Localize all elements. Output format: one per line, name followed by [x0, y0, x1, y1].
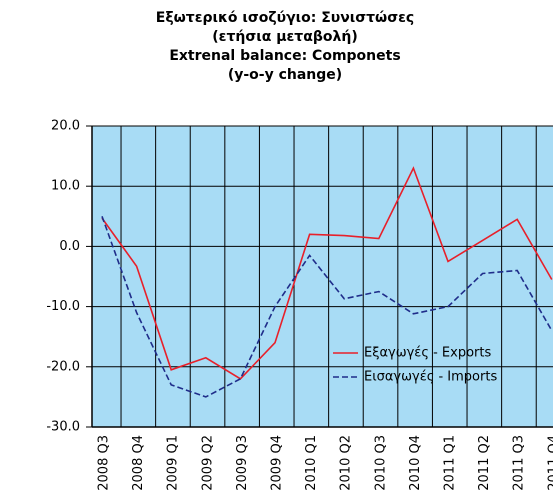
- x-tick-label: 2010 Q2: [339, 435, 354, 491]
- y-tick-label: -30.0: [46, 420, 80, 435]
- chart-title: (ετήσια μεταβολή): [212, 29, 357, 45]
- y-tick-label: -20.0: [46, 359, 80, 374]
- chart-title: Extrenal balance: Componets: [169, 48, 400, 64]
- x-tick-label: 2010 Q1: [304, 435, 319, 491]
- legend-label: Εξαγωγές - Exports: [364, 346, 491, 361]
- x-tick-label: 2009 Q3: [235, 435, 250, 491]
- x-tick-label: 2009 Q4: [270, 435, 285, 491]
- x-tick-label: 2008 Q3: [97, 435, 112, 491]
- series-line: [101, 216, 553, 398]
- x-tick-label: 2009 Q2: [200, 435, 215, 491]
- y-tick-label: 10.0: [51, 179, 80, 194]
- x-tick-label: 2010 Q3: [373, 435, 388, 491]
- x-tick-label: 2010 Q4: [408, 435, 423, 491]
- y-tick-label: 20.0: [51, 119, 80, 134]
- legend-label: Εισαγωγές - Imports: [364, 370, 497, 385]
- y-tick-label: 0.0: [59, 239, 80, 254]
- x-tick-label: 2011 Q2: [477, 435, 492, 491]
- x-tick-label: 2011 Q1: [443, 435, 458, 491]
- x-tick-label: 2008 Q4: [131, 435, 146, 491]
- plot-area: [92, 126, 553, 427]
- series-line: [101, 166, 553, 380]
- x-tick-label: 2011 Q4: [546, 435, 553, 491]
- y-tick-label: -10.0: [46, 299, 80, 314]
- x-tick-label: 2009 Q1: [166, 435, 181, 491]
- x-tick-label: 2011 Q3: [512, 435, 527, 491]
- chart-title: Εξωτερικό ισοζύγιο: Συνιστώσες: [156, 10, 414, 26]
- chart-title: (y-o-y change): [228, 67, 342, 83]
